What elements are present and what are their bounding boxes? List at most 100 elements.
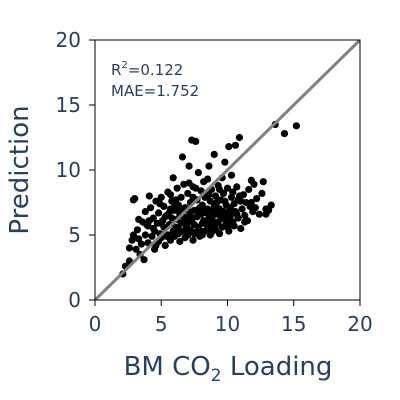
points-layer [119, 120, 300, 278]
data-point [133, 226, 141, 234]
data-point [190, 230, 198, 238]
data-point [140, 256, 148, 264]
y-tick-label: 15 [56, 93, 81, 117]
x-tick-label: 0 [89, 312, 102, 336]
data-point [194, 169, 202, 177]
r2-superscript: 2 [121, 60, 127, 71]
data-point [189, 193, 197, 201]
x-axis-ticks: 0 5 10 15 20 [89, 300, 373, 336]
y-tick-label: 20 [56, 28, 81, 52]
data-point [176, 237, 184, 246]
y-tick-label: 10 [56, 158, 81, 182]
data-point [155, 209, 163, 217]
x-axis-title-base: BM CO [124, 352, 211, 382]
x-tick-label: 10 [215, 312, 240, 336]
data-point [221, 158, 229, 166]
data-point [255, 210, 263, 218]
data-point [135, 235, 143, 243]
data-point [235, 192, 244, 200]
data-point [229, 188, 237, 196]
data-point [147, 204, 155, 212]
data-point [182, 226, 191, 234]
data-point [189, 236, 197, 244]
data-point [178, 153, 187, 161]
r2-annotation: R2=0.122 [111, 60, 183, 79]
data-point [149, 224, 157, 233]
data-point [292, 122, 300, 130]
data-point [262, 210, 270, 218]
data-point [247, 198, 255, 207]
data-point [176, 205, 184, 213]
data-point [185, 179, 193, 187]
data-point [231, 141, 240, 149]
data-point [204, 175, 212, 183]
data-point [165, 209, 173, 217]
data-point [245, 185, 253, 194]
data-point [205, 162, 213, 170]
data-point [238, 205, 246, 213]
data-point [218, 211, 226, 220]
x-axis-title-subscript: 2 [211, 366, 222, 386]
data-point [197, 227, 205, 235]
data-point [185, 162, 193, 170]
x-axis-title: BM CO2 Loading [124, 352, 333, 386]
data-point [184, 189, 192, 197]
data-point [141, 231, 149, 239]
data-point [211, 192, 220, 200]
data-point [166, 191, 175, 199]
data-point [215, 185, 224, 194]
data-point [233, 183, 241, 191]
y-axis-title: Prediction [5, 105, 35, 234]
y-tick-label: 0 [68, 288, 81, 312]
data-point [214, 206, 222, 214]
data-point [210, 150, 218, 158]
data-point [206, 197, 214, 205]
data-point [156, 200, 164, 208]
y-tick-label: 5 [68, 223, 81, 247]
data-point [267, 201, 275, 209]
data-point [225, 143, 233, 151]
data-point [237, 224, 245, 233]
data-point [227, 171, 236, 179]
x-tick-label: 5 [155, 312, 168, 336]
r2-value: =0.122 [128, 61, 184, 79]
x-tick-label: 15 [281, 312, 306, 336]
data-point [205, 191, 213, 199]
data-point [157, 193, 165, 201]
data-point [125, 244, 134, 252]
data-point [129, 231, 138, 239]
data-point [177, 193, 185, 201]
data-point [258, 189, 266, 197]
data-point [131, 195, 139, 203]
data-point [192, 137, 200, 145]
data-point [235, 133, 244, 142]
data-point [173, 228, 181, 236]
data-point [208, 228, 216, 236]
data-point [162, 232, 171, 240]
data-point [141, 208, 149, 216]
diagonal-line [95, 40, 360, 300]
x-axis-title-tail: Loading [222, 352, 333, 382]
data-point [132, 245, 140, 253]
data-point [241, 218, 249, 226]
data-point [221, 197, 229, 205]
data-point [233, 210, 241, 218]
data-point [280, 130, 289, 138]
x-tick-label: 20 [347, 312, 372, 336]
data-point [251, 204, 259, 212]
data-point [253, 195, 261, 203]
data-point [210, 218, 218, 226]
y-axis-ticks: 0 5 10 15 20 [56, 28, 95, 312]
data-point [143, 221, 151, 229]
data-point [184, 219, 192, 227]
data-point [161, 241, 169, 249]
data-point [259, 178, 267, 186]
r2-prefix: R [111, 61, 121, 79]
data-point [192, 184, 200, 192]
data-point [145, 192, 153, 200]
data-point [223, 184, 232, 192]
data-point [226, 219, 234, 227]
data-point [157, 219, 165, 227]
